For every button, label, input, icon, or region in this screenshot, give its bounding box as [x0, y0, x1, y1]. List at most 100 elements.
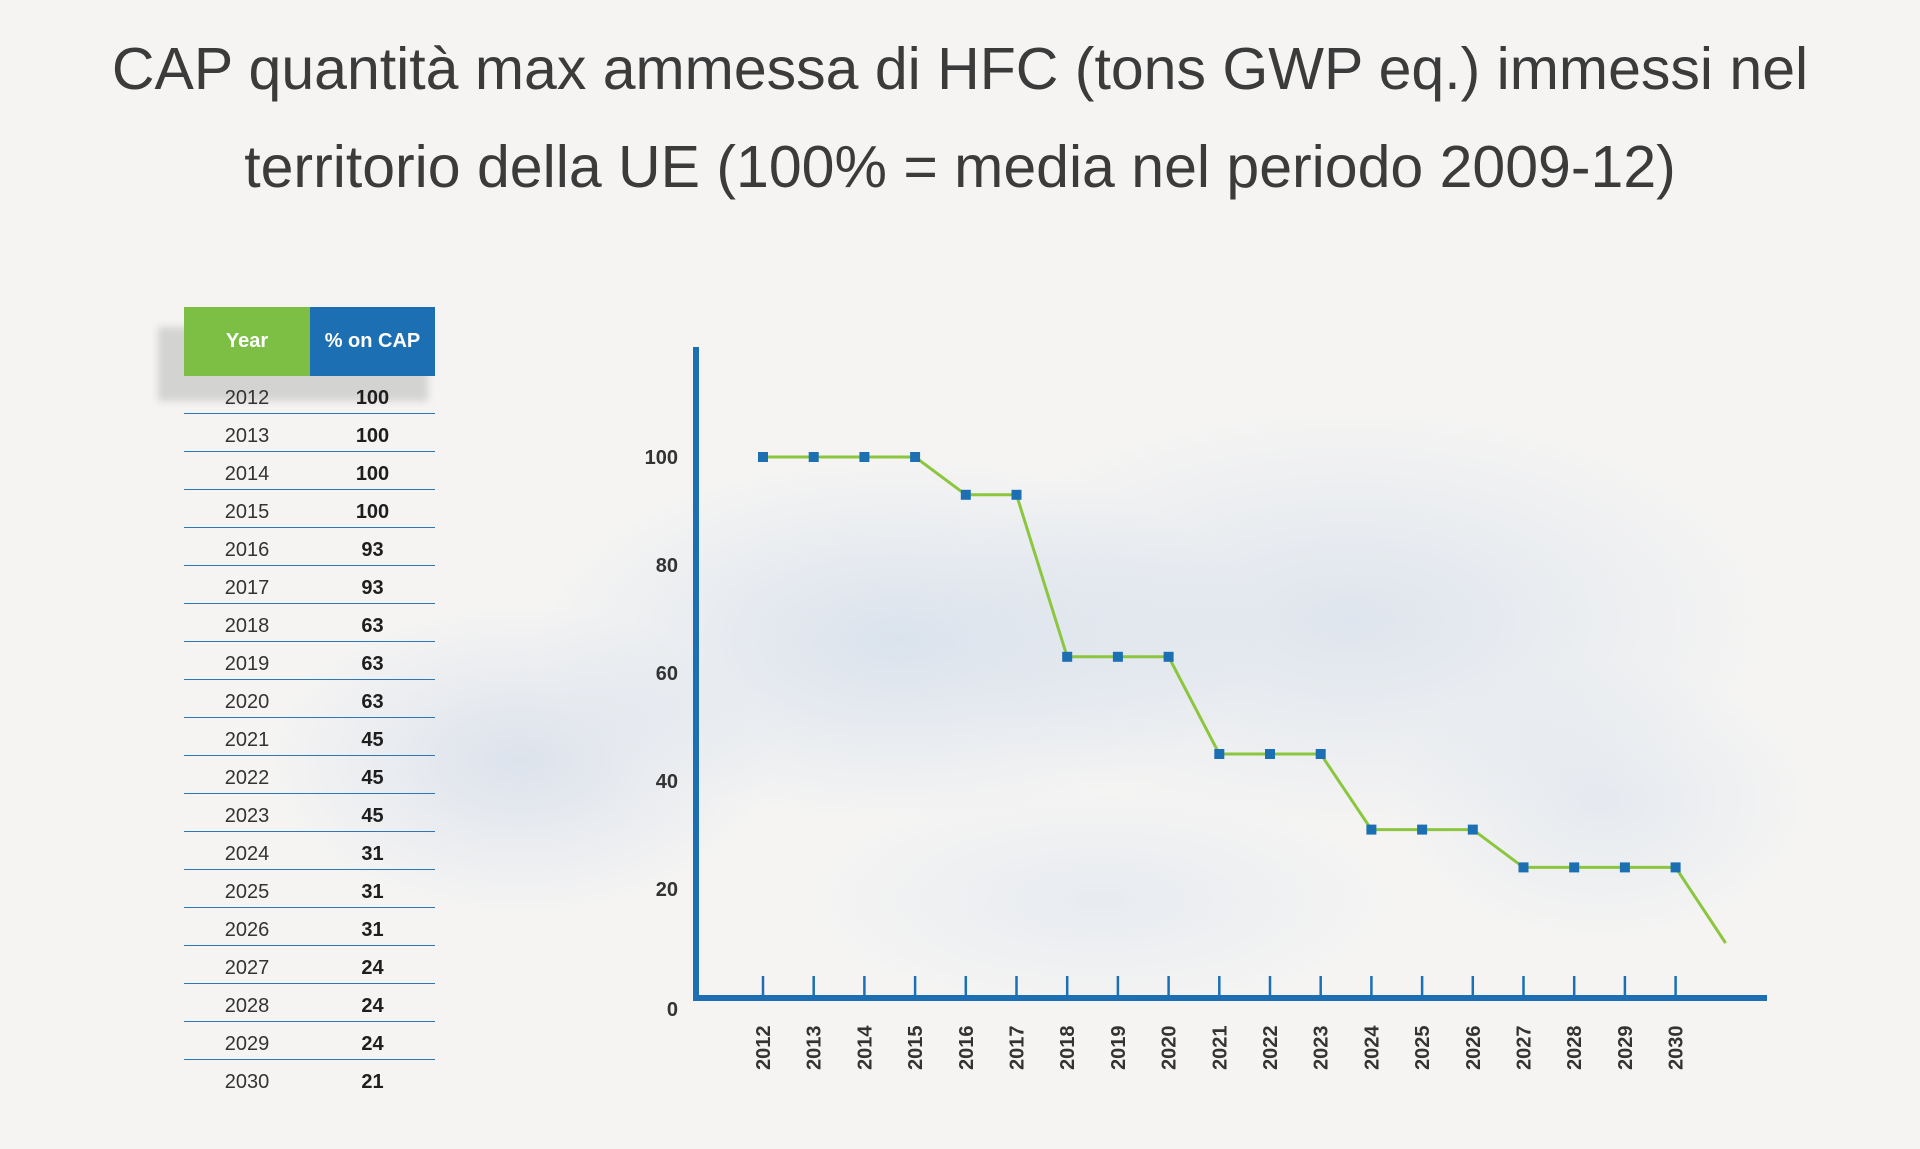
- table-row: 2015 100: [184, 490, 435, 528]
- x-tick-label: 2024: [1361, 1025, 1383, 1070]
- cell-cap: 24: [361, 957, 384, 979]
- table-row: 2014 100: [184, 452, 435, 490]
- table-row: 2012 100: [184, 376, 435, 414]
- cell-cap: 24: [361, 995, 384, 1017]
- x-tick-label: 2021: [1209, 1026, 1231, 1071]
- cell-year: 2024: [224, 843, 270, 865]
- table-body: 2012 100 2013 100 2014 100 2015 100 2016 93 2017 93…: [184, 376, 435, 1097]
- cell-year: 2026: [224, 919, 270, 941]
- x-tick-label: 2014: [854, 1025, 876, 1070]
- cell-cap: 100: [355, 463, 390, 485]
- y-tick-label: 40: [656, 771, 678, 793]
- title-line-1: CAP quantità max ammessa di HFC (tons GW…: [111, 36, 1809, 102]
- table-row: 2021 45: [184, 718, 435, 756]
- table-row: 2018 63: [184, 604, 435, 642]
- data-point: [1417, 824, 1428, 835]
- title-line-2: territorio della UE (100% = media nel pe…: [244, 134, 1676, 200]
- data-point: [910, 452, 921, 462]
- cell-cap: 100: [355, 387, 390, 409]
- cell-year: 2022: [224, 767, 270, 789]
- cell-cap: 45: [361, 729, 384, 751]
- table-row: 2019 63: [184, 642, 435, 680]
- cell-year: 2027: [224, 957, 270, 979]
- cell-year: 2012: [224, 387, 270, 409]
- data-point: [1112, 651, 1123, 662]
- cell-year: 2021: [224, 729, 270, 751]
- cell-cap: 100: [355, 501, 390, 523]
- x-tick-label: 2020: [1159, 1026, 1181, 1071]
- data-point: [1315, 749, 1326, 759]
- data-point: [1163, 651, 1174, 662]
- data-point: [1214, 749, 1225, 759]
- x-tick-label: 2013: [804, 1026, 826, 1071]
- data-point: [1011, 489, 1022, 500]
- cell-year: 2014: [224, 463, 270, 485]
- x-tick-label: 2028: [1564, 1026, 1586, 1071]
- cell-year: 2018: [224, 615, 270, 637]
- table-row: 2028 24: [184, 984, 435, 1022]
- cell-cap: 63: [361, 653, 384, 675]
- cell-cap: 93: [361, 577, 384, 599]
- x-tick-label: 2023: [1311, 1026, 1333, 1071]
- table-header: Year % on CAP: [184, 307, 435, 376]
- cap-table: Year % on CAP 2012 100 2013 100 2014 100 2015 1…: [158, 307, 435, 1097]
- data-point: [1467, 824, 1478, 835]
- y-tick-label: 100: [645, 447, 678, 469]
- cell-year: 2023: [224, 805, 270, 827]
- cell-year: 2017: [224, 577, 270, 599]
- cell-year: 2030: [224, 1071, 270, 1093]
- cell-cap: 63: [361, 615, 384, 637]
- cell-cap: 31: [361, 843, 384, 865]
- table-row: 2020 63: [184, 680, 435, 718]
- y-tick-label: 80: [656, 555, 678, 577]
- data-point: [1619, 862, 1630, 873]
- cell-cap: 31: [361, 881, 384, 903]
- y-tick-label: 20: [656, 879, 678, 901]
- x-tick-label: 2026: [1463, 1026, 1485, 1071]
- x-tick-label: 2022: [1260, 1026, 1282, 1071]
- data-point: [960, 489, 971, 500]
- cell-year: 2013: [224, 425, 270, 447]
- table-row: 2023 45: [184, 794, 435, 832]
- cell-cap: 31: [361, 919, 384, 941]
- x-tick-label: 2018: [1057, 1026, 1079, 1071]
- cell-cap: 21: [361, 1071, 384, 1093]
- x-tick-label: 2025: [1412, 1026, 1434, 1071]
- header-cap: % on CAP: [310, 307, 435, 376]
- data-point: [1518, 862, 1529, 873]
- cell-cap: 63: [361, 691, 384, 713]
- data-point: [808, 452, 819, 462]
- data-point: [1569, 862, 1580, 873]
- table-row: 2017 93: [184, 566, 435, 604]
- cell-year: 2029: [224, 1033, 270, 1055]
- cell-cap: 100: [355, 425, 390, 447]
- series-line: [763, 455, 1727, 944]
- x-tick-label: 2029: [1615, 1026, 1637, 1071]
- header-year: Year: [184, 307, 310, 376]
- table-row: 2024 31: [184, 832, 435, 870]
- x-tick-label: 2015: [905, 1026, 927, 1071]
- page-title: CAP quantità max ammessa di HFC (tons GW…: [0, 20, 1920, 216]
- cell-cap: 45: [361, 767, 384, 789]
- x-tick-label: 2027: [1514, 1026, 1536, 1071]
- table-row: 2022 45: [184, 756, 435, 794]
- table-row: 2016 93: [184, 528, 435, 566]
- data-point: [859, 452, 870, 462]
- data-point: [1670, 862, 1681, 873]
- cell-year: 2025: [224, 881, 270, 903]
- table-row: 2026 31: [184, 908, 435, 946]
- table-row: 2029 24: [184, 1022, 435, 1060]
- y-tick-label: 60: [656, 663, 678, 685]
- cell-year: 2016: [224, 539, 270, 561]
- cell-year: 2015: [224, 501, 270, 523]
- table-row: 2013 100: [184, 414, 435, 452]
- cell-year: 2020: [224, 691, 270, 713]
- data-point: [1265, 749, 1275, 759]
- x-tick-label: 2012: [753, 1026, 775, 1071]
- table-row: 2025 31: [184, 870, 435, 908]
- table-row: 2030 21: [184, 1060, 435, 1097]
- cell-cap: 93: [361, 539, 384, 561]
- cell-cap: 45: [361, 805, 384, 827]
- cell-cap: 24: [361, 1033, 384, 1055]
